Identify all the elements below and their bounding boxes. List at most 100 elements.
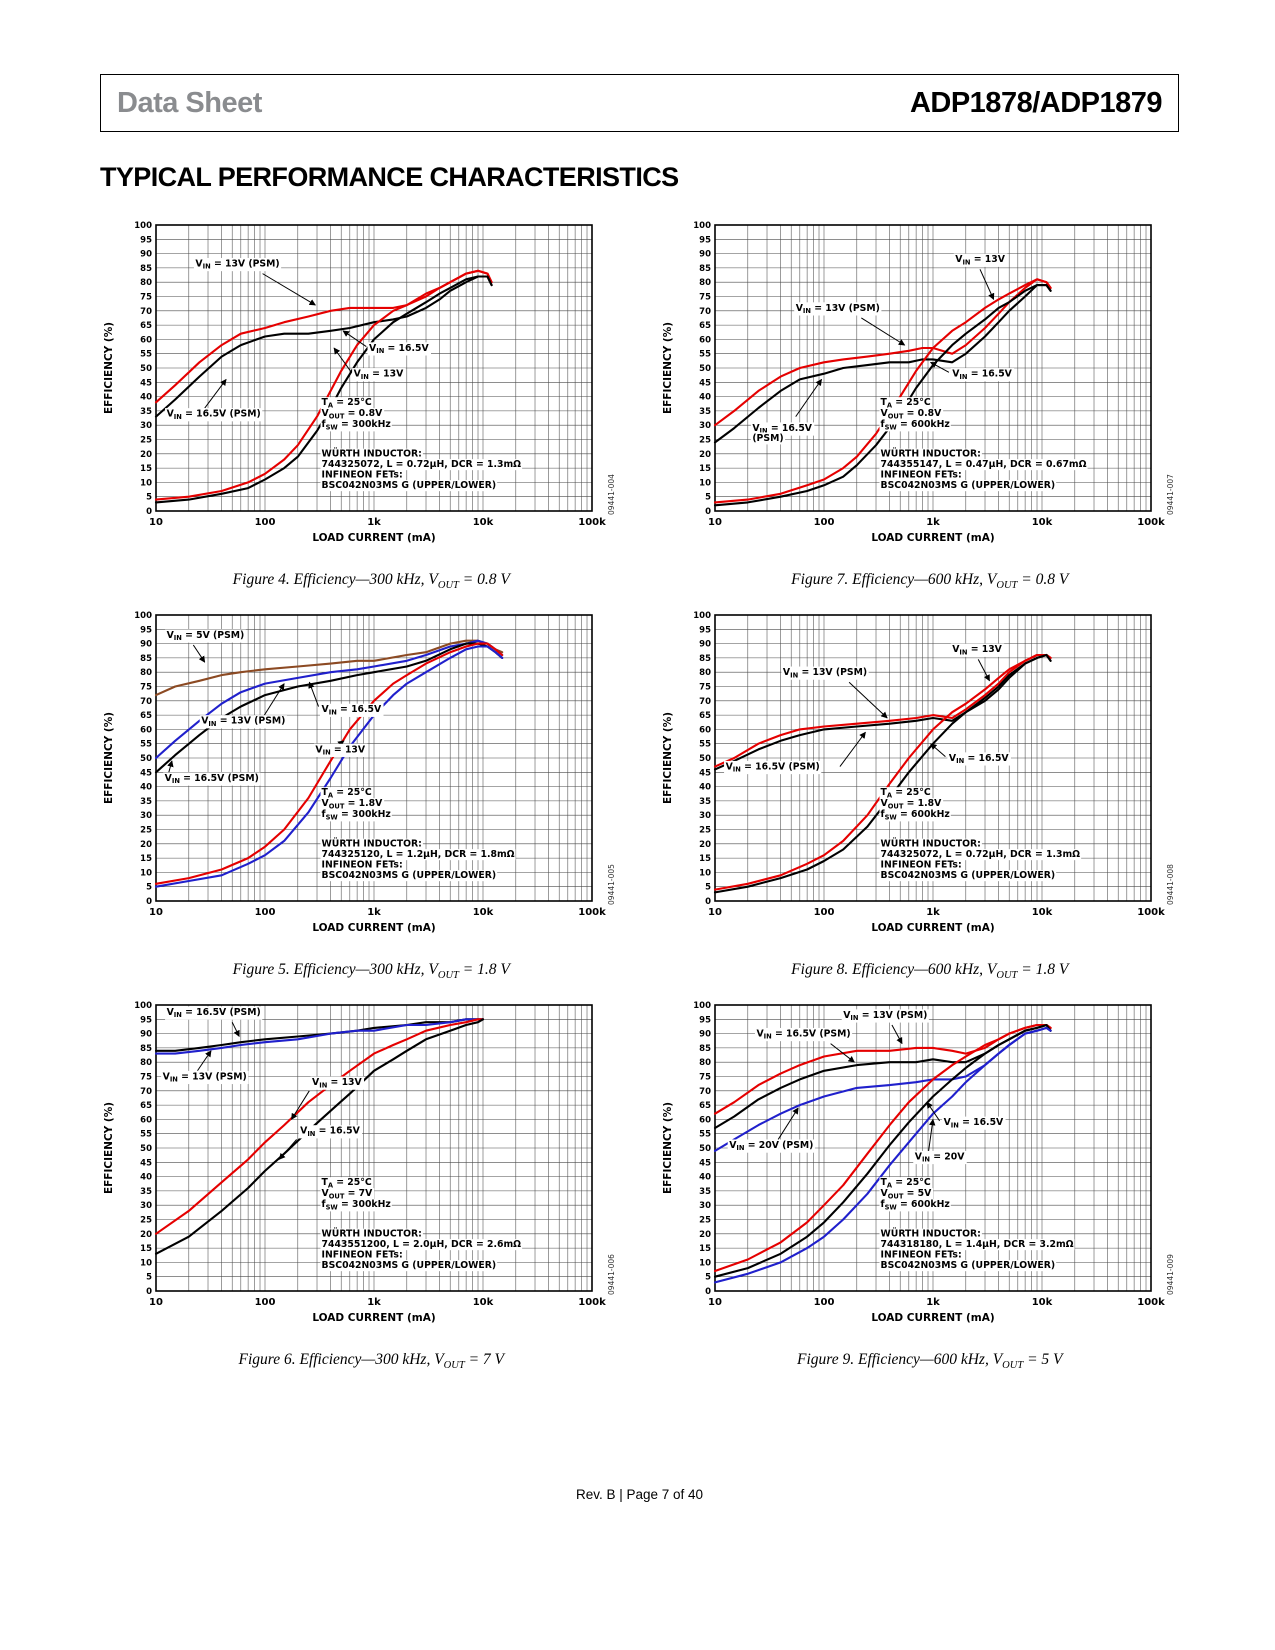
svg-text:100: 100 [693,611,711,621]
svg-text:35: 35 [140,1187,152,1197]
y-axis-title: EFFICIENCY (%) [103,1102,115,1194]
svg-text:BSC042N03MS G (UPPER/LOWER): BSC042N03MS G (UPPER/LOWER) [880,870,1055,881]
svg-text:20: 20 [140,1230,152,1240]
svg-text:55: 55 [140,350,152,360]
svg-text:95: 95 [699,235,711,245]
caption-subscript: OUT [996,580,1018,592]
svg-text:15: 15 [699,464,711,474]
x-axis-tick-labels: 10 100 1k 10k 100k [149,1297,606,1308]
svg-text:0: 0 [146,897,152,907]
svg-text:BSC042N03MS G (UPPER/LOWER): BSC042N03MS G (UPPER/LOWER) [880,1260,1055,1271]
svg-text:80: 80 [140,668,152,678]
svg-text:100k: 100k [1137,517,1165,528]
svg-text:744325072, L = 0.72µH, DCR = 1: 744325072, L = 0.72µH, DCR = 1.3mΩ [880,849,1080,860]
svg-text:75: 75 [140,683,152,693]
svg-text:30: 30 [699,421,711,431]
curve-label: VIN = 13V (PSM) [795,303,879,315]
svg-text:5: 5 [705,883,711,893]
svg-text:VOUT = 7V: VOUT = 7V [322,1188,374,1200]
svg-text:25: 25 [699,436,711,446]
y-axis-tick-labels: 0 5 10 15 20 25 30 35 40 45 50 55 60 65 70 75 80 85 90 95 10… [693,611,711,907]
y-axis-title: EFFICIENCY (%) [662,712,674,804]
svg-text:BSC042N03MS G (UPPER/LOWER): BSC042N03MS G (UPPER/LOWER) [322,1260,497,1271]
svg-text:INFINEON FETs:: INFINEON FETs: [880,860,961,871]
svg-text:30: 30 [140,1201,152,1211]
svg-text:VOUT = 5V: VOUT = 5V [880,1188,932,1200]
label-arrow [848,681,888,719]
y-axis-tick-labels: 0 5 10 15 20 25 30 35 40 45 50 55 60 65 70 75 80 85 90 95 10… [135,611,153,907]
x-axis-title: LOAD CURRENT (mA) [871,532,994,544]
svg-text:40: 40 [699,1173,711,1183]
label-arrow [262,273,317,306]
y-axis-tick-labels: 0 5 10 15 20 25 30 35 40 45 50 55 60 65 70 75 80 85 90 95 10… [693,221,711,517]
efficiency-chart-300khz-1v8: 0 5 10 15 20 25 30 35 40 45 50 55 60 65 70 75 80 85 90 95 10… [103,611,616,934]
svg-text:90: 90 [699,250,711,260]
svg-text:fSW = 300kHz: fSW = 300kHz [322,809,391,821]
svg-text:85: 85 [699,264,711,274]
curve-label: VIN = 13V [955,254,1005,266]
curve-labels: VIN = 13V (PSM) VIN = 16.5V (PSM) VIN = 16… [165,257,432,422]
svg-text:70: 70 [140,697,152,707]
svg-text:65: 65 [699,321,711,331]
label-arrow [927,1118,936,1156]
svg-text:5: 5 [146,1273,152,1283]
svg-text:15: 15 [140,1244,152,1254]
caption-subscript: OUT [1002,1360,1024,1372]
y-axis-tick-labels: 0 5 10 15 20 25 30 35 40 45 50 55 60 65 70 75 80 85 90 95 10… [693,1001,711,1297]
label-arrow [279,1139,298,1161]
curve-label: VIN = 16.5V (PSM) [167,1007,261,1019]
y-axis-title: EFFICIENCY (%) [103,712,115,804]
svg-text:90: 90 [140,640,152,650]
figure-id-code: 09441-006 [607,1254,616,1295]
svg-text:0: 0 [705,897,711,907]
svg-text:70: 70 [699,1087,711,1097]
plot-border [155,1004,594,1292]
svg-text:85: 85 [140,264,152,274]
svg-text:45: 45 [140,768,152,778]
svg-text:10k: 10k [473,517,494,528]
curve-vin-13v [713,278,1052,504]
svg-text:35: 35 [140,797,152,807]
x-axis-tick-labels: 10 100 1k 10k 100k [708,907,1165,918]
label-arrow [262,683,285,719]
curve-vin-13v-psm- [155,639,504,760]
y-axis-title: EFFICIENCY (%) [103,322,115,414]
svg-text:20: 20 [699,840,711,850]
curve-vin-16.5v [713,284,1052,507]
svg-text:60: 60 [140,725,152,735]
curve-label: VIN = 13V (PSM) [196,258,280,270]
curve-label: VIN = 13V (PSM) [843,1010,927,1022]
svg-text:1k: 1k [367,517,381,528]
caption-subscript: OUT [996,970,1018,982]
svg-text:90: 90 [140,1030,152,1040]
efficiency-chart-600khz-1v8: 0 5 10 15 20 25 30 35 40 45 50 55 60 65 70 75 80 85 90 95 10… [662,611,1175,934]
svg-text:100k: 100k [578,517,606,528]
svg-text:100: 100 [813,517,834,528]
svg-text:0: 0 [146,1287,152,1297]
svg-text:744355147, L = 0.47µH, DCR = 0: 744355147, L = 0.47µH, DCR = 0.67mΩ [880,459,1086,470]
curve-label: VIN = 13V [354,369,404,381]
svg-text:55: 55 [699,1130,711,1140]
svg-text:fSW = 300kHz: fSW = 300kHz [322,1199,391,1211]
svg-text:90: 90 [140,250,152,260]
svg-text:INFINEON FETs:: INFINEON FETs: [880,470,961,481]
svg-text:60: 60 [699,335,711,345]
svg-text:30: 30 [140,421,152,431]
curve-label: VIN = 16.5V [300,1126,360,1138]
svg-text:10: 10 [708,517,722,528]
label-arrow [333,347,353,373]
svg-text:744318180, L = 1.4µH, DCR = 3.: 744318180, L = 1.4µH, DCR = 3.2mΩ [880,1239,1073,1250]
svg-text:55: 55 [699,350,711,360]
svg-text:100: 100 [255,907,276,918]
curve-vin-13v [155,642,504,885]
label-arrow [977,659,990,682]
svg-text:25: 25 [140,826,152,836]
svg-text:60: 60 [699,1116,711,1126]
caption-text: = 5 V [1023,1351,1063,1369]
svg-text:TA = 25°C: TA = 25°C [322,787,372,799]
svg-text:90: 90 [699,640,711,650]
figure-id-code: 09441-005 [607,864,616,905]
x-axis-tick-labels: 10 100 1k 10k 100k [149,517,606,528]
